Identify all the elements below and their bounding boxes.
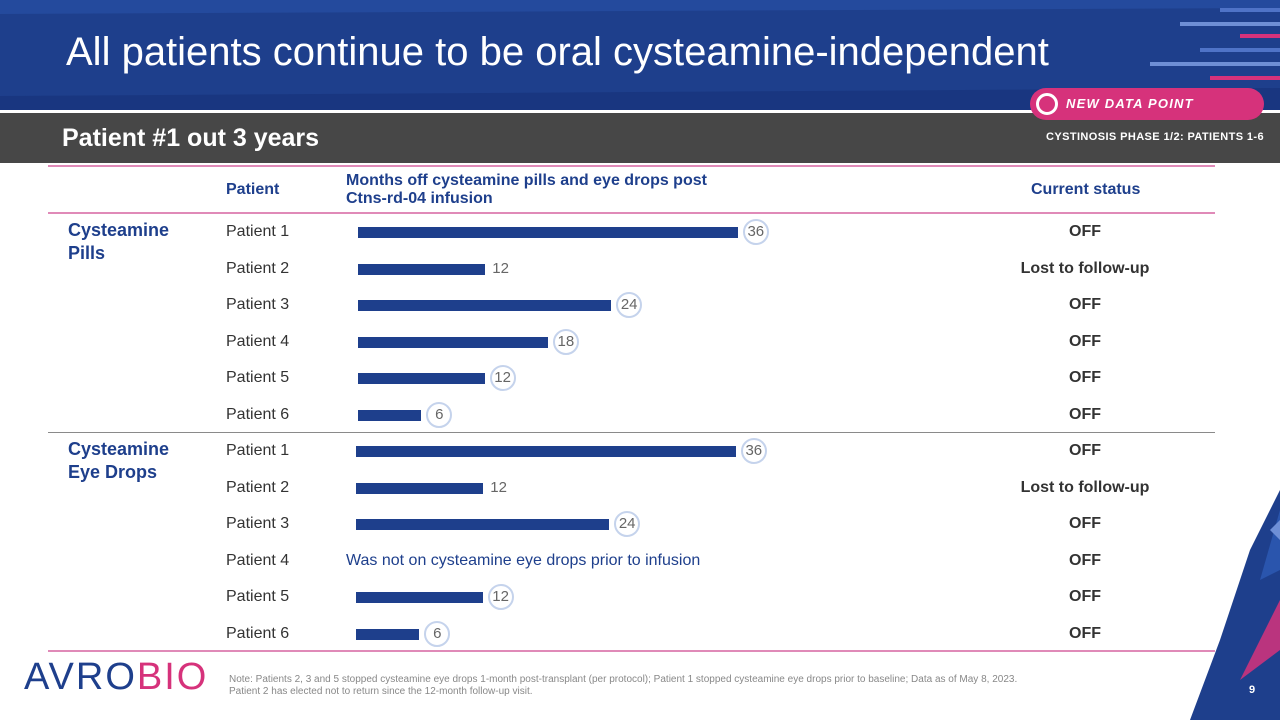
footnote-line2: Patient 2 has elected not to return sinc… <box>229 686 533 697</box>
status-label: OFF <box>1069 551 1101 569</box>
footnote: Note: Patients 2, 3 and 5 stopped cystea… <box>229 674 1017 698</box>
bar <box>356 446 736 457</box>
status-label: Lost to follow-up <box>1020 478 1150 496</box>
data-label: 36 <box>740 438 767 464</box>
page-title: All patients continue to be oral cysteam… <box>66 30 1049 74</box>
status-label: OFF <box>1069 296 1101 313</box>
col-header-months: Months off cysteamine pills and eye drop… <box>346 172 707 208</box>
status-label: OFF <box>1069 515 1101 532</box>
bar <box>358 373 485 384</box>
patient-label: Patient 3 <box>226 515 290 532</box>
patient-label: Patient 6 <box>226 624 290 642</box>
bar <box>356 628 420 640</box>
group-label-pills: Cysteamine Pills <box>68 219 169 265</box>
col-header-months-line1: Months off cysteamine pills and eye drop… <box>346 172 707 189</box>
status-label: OFF <box>1069 332 1101 350</box>
bar <box>358 409 422 421</box>
company-logo: AVROBIO <box>24 656 208 699</box>
patient-label: Patient 5 <box>226 588 290 605</box>
phase-label: CYSTINOSIS PHASE 1/2: PATIENTS 1-6 <box>1046 131 1264 143</box>
patient-label: Patient 4 <box>226 332 290 350</box>
patient-label: Patient 3 <box>226 296 290 313</box>
data-label: 12 <box>490 478 507 496</box>
logo-part1: AVRO <box>24 656 137 698</box>
corner-decoration <box>1190 490 1280 720</box>
bar <box>358 300 612 311</box>
bar <box>356 482 483 494</box>
status-label: OFF <box>1069 624 1101 642</box>
bar <box>356 519 610 530</box>
group-label-pills-line2: Pills <box>68 243 106 263</box>
data-label: 12 <box>492 259 509 277</box>
subtitle-bar <box>0 113 1280 163</box>
bar <box>356 592 483 603</box>
badge-label: NEW DATA POINT <box>1066 96 1194 111</box>
status-label: OFF <box>1069 405 1101 423</box>
data-label: 12 <box>489 365 516 391</box>
status-label: Lost to follow-up <box>1020 259 1150 277</box>
circle-icon <box>1036 93 1058 115</box>
footnote-line1: Note: Patients 2, 3 and 5 stopped cystea… <box>229 674 1018 685</box>
patient-label: Patient 1 <box>226 442 290 459</box>
patient-label: Patient 6 <box>226 405 290 423</box>
bar <box>358 263 485 275</box>
header-band <box>0 0 1280 110</box>
patient-label: Patient 2 <box>226 259 290 277</box>
table-top-rule <box>48 165 1215 167</box>
data-label: 18 <box>552 328 579 355</box>
group-divider <box>48 432 1215 433</box>
bar <box>358 227 738 238</box>
group-label-eye-drops-line1: Cysteamine <box>68 439 170 459</box>
table-header-rule <box>48 212 1215 214</box>
logo-part2: BIO <box>136 656 209 698</box>
data-label: 24 <box>614 511 641 537</box>
status-label: OFF <box>1069 369 1101 386</box>
col-header-patient: Patient <box>226 181 280 198</box>
group-label-pills-line1: Cysteamine <box>68 220 170 240</box>
col-header-status: Current status <box>1031 181 1141 198</box>
header-decoration <box>0 0 1280 110</box>
page-number: 9 <box>1248 684 1256 696</box>
data-label: 6 <box>426 401 453 428</box>
col-header-months-line2: Ctns-rd-04 infusion <box>346 190 493 207</box>
data-label: 24 <box>616 292 643 318</box>
new-data-point-badge: NEW DATA POINT <box>1030 88 1264 120</box>
group-label-eye-drops-line2: Eye Drops <box>68 462 158 482</box>
data-label: 12 <box>487 584 514 610</box>
patient-label: Patient 4 <box>226 551 290 569</box>
patient-label: Patient 1 <box>226 223 290 240</box>
patient-label: Patient 5 <box>226 369 290 386</box>
data-label: 6 <box>424 620 451 647</box>
status-label: OFF <box>1069 588 1101 605</box>
status-label: OFF <box>1069 442 1101 459</box>
table-bottom-rule <box>48 650 1215 652</box>
patient-label: Patient 2 <box>226 478 290 496</box>
group-label-eye-drops: Cysteamine Eye Drops <box>68 438 169 484</box>
status-label: OFF <box>1069 223 1101 240</box>
slide-subtitle: Patient #1 out 3 years <box>62 124 320 152</box>
row-note: Was not on cysteamine eye drops prior to… <box>346 551 701 569</box>
data-label: 36 <box>742 219 769 245</box>
bar <box>358 336 548 348</box>
